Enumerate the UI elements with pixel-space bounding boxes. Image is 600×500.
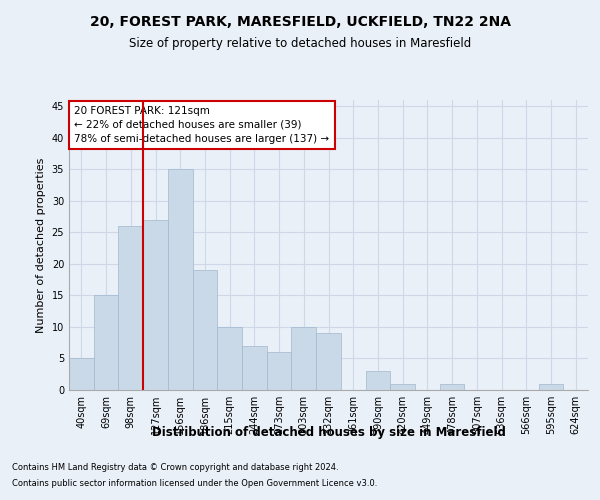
Text: Distribution of detached houses by size in Maresfield: Distribution of detached houses by size … [152,426,506,439]
Bar [440,384,464,390]
Text: 20, FOREST PARK, MARESFIELD, UCKFIELD, TN22 2NA: 20, FOREST PARK, MARESFIELD, UCKFIELD, T… [89,15,511,29]
Bar [267,352,292,390]
Y-axis label: Number of detached properties: Number of detached properties [36,158,46,332]
Bar [217,327,242,390]
Bar [390,384,415,390]
Bar [94,296,118,390]
Bar [168,170,193,390]
Bar [539,384,563,390]
Text: Contains public sector information licensed under the Open Government Licence v3: Contains public sector information licen… [12,478,377,488]
Bar [365,371,390,390]
Text: 20 FOREST PARK: 121sqm
← 22% of detached houses are smaller (39)
78% of semi-det: 20 FOREST PARK: 121sqm ← 22% of detached… [74,106,329,144]
Bar [69,358,94,390]
Text: Contains HM Land Registry data © Crown copyright and database right 2024.: Contains HM Land Registry data © Crown c… [12,464,338,472]
Bar [143,220,168,390]
Bar [292,327,316,390]
Bar [193,270,217,390]
Bar [118,226,143,390]
Bar [316,334,341,390]
Text: Size of property relative to detached houses in Maresfield: Size of property relative to detached ho… [129,38,471,51]
Bar [242,346,267,390]
